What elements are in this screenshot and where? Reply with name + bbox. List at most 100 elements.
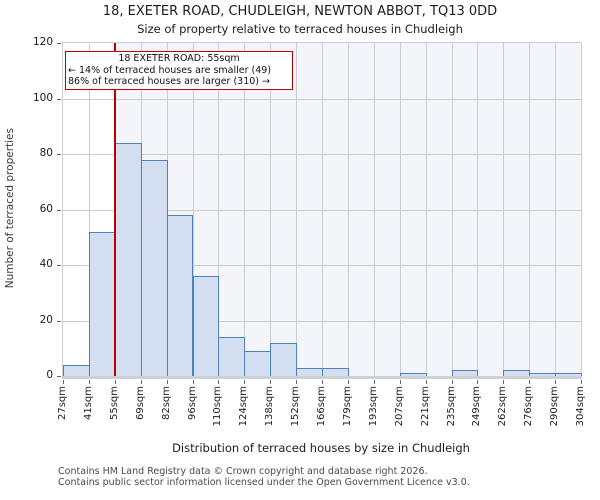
x-axis-tick [451,380,453,384]
x-axis-tick [296,380,298,384]
histogram-bar [270,342,298,376]
histogram-bar [399,373,427,376]
x-axis-tick [322,380,323,384]
plot-area: 27sqm 41sqm 55sqm 69sqm 82sqm 96sqm 110sqm 124s… [33,36,586,426]
x-axis-tick-label: 55sqm [108,386,120,421]
y-axis-tick [57,98,61,100]
x-axis-tick [503,380,505,384]
histogram-bar [166,215,194,376]
x-axis-tick [140,380,142,384]
y-axis-tick-label: 100 [32,91,53,104]
x-axis-tick-label: 207sqm [393,386,405,427]
histogram-bar [503,370,531,376]
chart-subtitle: Size of property relative to terraced ho… [137,22,463,36]
x-axis-tick [399,380,401,384]
gridline-vertical [244,43,246,376]
x-axis-tick-label: 179sqm [341,386,353,427]
y-axis-tick [57,43,61,44]
x-axis-tick-label: 69sqm [134,386,146,421]
gridline-vertical [529,43,531,376]
annotation-line-1: 18 EXETER ROAD: 55sqm [118,53,240,64]
x-axis-tick [529,380,531,384]
x-axis-label: Distribution of terraced houses by size … [172,441,470,455]
x-axis-tick [88,380,90,384]
histogram-bar [114,142,142,376]
y-axis-tick [57,209,61,211]
x-axis-tick-label: 138sqm [264,386,276,427]
license-line-1: Contains HM Land Registry data © Crown c… [58,466,428,477]
x-axis-tick [114,380,116,384]
gridline-vertical [192,43,194,376]
gridline-vertical [88,43,90,376]
x-axis-tick [244,380,246,384]
annotation-line-2: ← 14% of terraced houses are smaller (49… [68,64,272,76]
y-axis-tick [57,320,61,322]
x-axis-tick-label: 193sqm [367,386,379,427]
x-axis-tick-label: 276sqm [523,386,535,427]
chart-title: 18, EXETER ROAD, CHUDLEIGH, NEWTON ABBOT… [102,4,498,19]
y-axis-tick [57,154,61,155]
gridline-vertical [503,43,505,376]
x-axis-tick [63,380,64,384]
histogram-bar [63,364,90,376]
x-axis-tick-label: 290sqm [549,386,561,427]
histogram-bar [529,373,557,376]
histogram-bar [88,231,116,376]
x-axis-tick-label: 27sqm [57,386,68,421]
x-axis-tick [373,380,375,384]
gridline-vertical [399,43,401,376]
y-axis-tick-label: 60 [39,202,53,215]
x-axis-tick-label: 221sqm [419,386,431,427]
x-axis-tick-label: 152sqm [290,386,302,427]
gridline-vertical [347,43,349,376]
x-axis-tick [581,380,582,384]
annotation-line-3: 86% of terraced houses are larger (310) … [68,76,270,87]
x-axis-tick-label: 124sqm [238,386,250,427]
gridline-vertical [373,43,375,376]
gridline-vertical [425,43,427,376]
license-footer: Contains HM Land Registry data © Crown c… [58,466,470,488]
x-axis-tick [477,380,479,384]
x-axis-tick-label: 166sqm [316,386,327,427]
histogram-bar [451,370,479,376]
x-axis-tick-label: 96sqm [186,386,198,421]
x-axis-tick [347,380,349,384]
x-axis-tick [218,380,220,384]
gridline-vertical [555,43,557,376]
gridline-vertical [451,43,453,376]
histogram-bar [322,367,349,376]
x-axis-tick-label: 262sqm [497,386,509,427]
y-axis-tick-label: 120 [32,36,53,48]
x-axis-tick [270,380,272,384]
x-axis-tick [425,380,427,384]
x-axis-tick [192,380,194,384]
histogram-bar [244,351,272,376]
property-size-marker-line [113,43,116,376]
histogram-bar [140,159,168,376]
annotation-box: 18 EXETER ROAD: 55sqm ← 14% of terraced … [65,51,293,90]
x-axis-tick [555,380,557,384]
x-axis-tick-label: 41sqm [82,386,94,421]
x-axis-tick [166,380,168,384]
y-axis-tick-label: 0 [46,369,53,381]
y-axis-tick [57,265,61,266]
y-axis-tick-label: 20 [39,313,53,326]
x-axis-tick-label: 304sqm [575,386,586,427]
histogram-bar [555,373,582,376]
histogram-bar [296,367,323,376]
gridline-vertical [296,43,298,376]
gridline-vertical [218,43,220,376]
gridline-vertical [322,43,323,376]
license-line-2: Contains public sector information licen… [58,477,470,488]
x-axis-tick-label: 235sqm [445,386,457,427]
x-axis-tick-label: 110sqm [212,386,224,427]
x-axis-tick-label: 82sqm [160,386,172,421]
gridline-vertical [477,43,479,376]
y-axis-tick-label: 80 [39,147,53,159]
y-axis-tick [57,376,61,377]
histogram-bar [218,337,246,376]
histogram-bar [192,276,220,376]
x-axis-tick-label: 249sqm [471,386,483,427]
gridline-vertical [270,43,272,376]
